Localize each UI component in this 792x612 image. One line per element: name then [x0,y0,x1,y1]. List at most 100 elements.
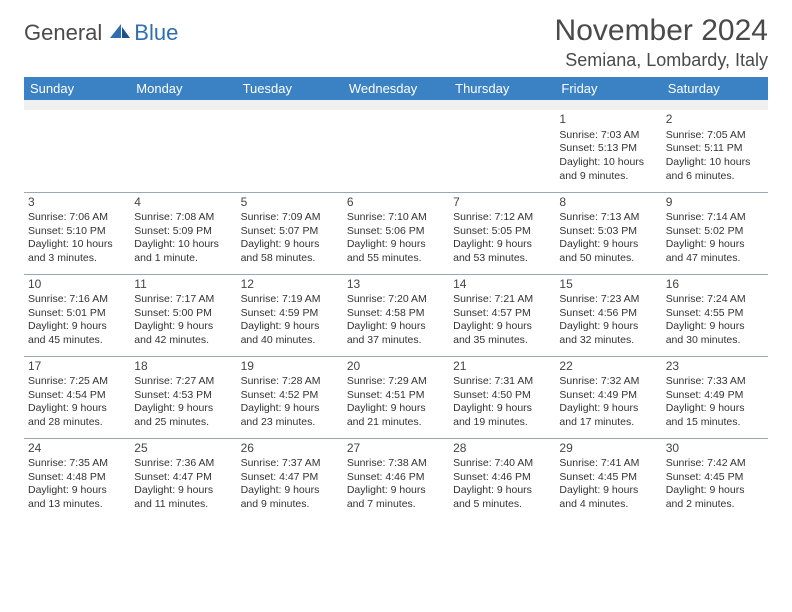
day-cell: 2Sunrise: 7:05 AMSunset: 5:11 PMDaylight… [662,110,768,192]
daylight-text: Daylight: 9 hours and 2 minutes. [666,484,764,511]
daylight-text: Daylight: 9 hours and 23 minutes. [241,402,339,429]
sunset-text: Sunset: 4:45 PM [559,471,657,485]
sunrise-text: Sunrise: 7:40 AM [453,457,551,471]
sunrise-text: Sunrise: 7:16 AM [28,293,126,307]
day-cell: 9Sunrise: 7:14 AMSunset: 5:02 PMDaylight… [662,192,768,274]
day-cell: 8Sunrise: 7:13 AMSunset: 5:03 PMDaylight… [555,192,661,274]
sunset-text: Sunset: 4:50 PM [453,389,551,403]
daylight-text: Daylight: 9 hours and 47 minutes. [666,238,764,265]
day-number: 29 [559,441,657,457]
daylight-text: Daylight: 9 hours and 50 minutes. [559,238,657,265]
sunrise-text: Sunrise: 7:24 AM [666,293,764,307]
location: Semiana, Lombardy, Italy [555,50,768,71]
day-cell: 30Sunrise: 7:42 AMSunset: 4:45 PMDayligh… [662,438,768,520]
calendar-table: Sunday Monday Tuesday Wednesday Thursday… [24,77,768,520]
daylight-text: Daylight: 9 hours and 53 minutes. [453,238,551,265]
daylight-text: Daylight: 9 hours and 9 minutes. [241,484,339,511]
day-cell: 27Sunrise: 7:38 AMSunset: 4:46 PMDayligh… [343,438,449,520]
day-header: Tuesday [237,77,343,100]
day-header: Friday [555,77,661,100]
daylight-text: Daylight: 9 hours and 37 minutes. [347,320,445,347]
daylight-text: Daylight: 9 hours and 13 minutes. [28,484,126,511]
day-cell: 20Sunrise: 7:29 AMSunset: 4:51 PMDayligh… [343,356,449,438]
day-number: 24 [28,441,126,457]
day-number: 6 [347,195,445,211]
daylight-text: Daylight: 9 hours and 5 minutes. [453,484,551,511]
sunset-text: Sunset: 4:53 PM [134,389,232,403]
sunset-text: Sunset: 4:54 PM [28,389,126,403]
sunrise-text: Sunrise: 7:12 AM [453,211,551,225]
day-cell: 25Sunrise: 7:36 AMSunset: 4:47 PMDayligh… [130,438,236,520]
week-row: 1Sunrise: 7:03 AMSunset: 5:13 PMDaylight… [24,110,768,192]
sunrise-text: Sunrise: 7:29 AM [347,375,445,389]
sunrise-text: Sunrise: 7:21 AM [453,293,551,307]
day-cell: 23Sunrise: 7:33 AMSunset: 4:49 PMDayligh… [662,356,768,438]
daylight-text: Daylight: 9 hours and 28 minutes. [28,402,126,429]
day-cell: 15Sunrise: 7:23 AMSunset: 4:56 PMDayligh… [555,274,661,356]
daylight-text: Daylight: 10 hours and 9 minutes. [559,156,657,183]
sunrise-text: Sunrise: 7:06 AM [28,211,126,225]
day-number: 13 [347,277,445,293]
day-number: 18 [134,359,232,375]
sunrise-text: Sunrise: 7:03 AM [559,129,657,143]
daylight-text: Daylight: 9 hours and 7 minutes. [347,484,445,511]
sunrise-text: Sunrise: 7:13 AM [559,211,657,225]
sunset-text: Sunset: 5:11 PM [666,142,764,156]
day-header: Monday [130,77,236,100]
sunset-text: Sunset: 4:45 PM [666,471,764,485]
day-number: 5 [241,195,339,211]
sunrise-text: Sunrise: 7:17 AM [134,293,232,307]
logo-sail-icon [108,21,132,46]
sunset-text: Sunset: 4:48 PM [28,471,126,485]
day-cell: 7Sunrise: 7:12 AMSunset: 5:05 PMDaylight… [449,192,555,274]
sunset-text: Sunset: 5:00 PM [134,307,232,321]
day-header: Sunday [24,77,130,100]
logo-text-blue: Blue [134,20,178,46]
sunset-text: Sunset: 4:52 PM [241,389,339,403]
sunset-text: Sunset: 5:13 PM [559,142,657,156]
sunset-text: Sunset: 4:47 PM [134,471,232,485]
week-row: 17Sunrise: 7:25 AMSunset: 4:54 PMDayligh… [24,356,768,438]
empty-cell [449,110,555,192]
sunrise-text: Sunrise: 7:38 AM [347,457,445,471]
day-header: Wednesday [343,77,449,100]
sunrise-text: Sunrise: 7:08 AM [134,211,232,225]
day-number: 22 [559,359,657,375]
sunset-text: Sunset: 5:02 PM [666,225,764,239]
sunrise-text: Sunrise: 7:28 AM [241,375,339,389]
day-number: 2 [666,112,764,128]
day-header-row: Sunday Monday Tuesday Wednesday Thursday… [24,77,768,100]
header: General Blue November 2024 Semiana, Lomb… [24,14,768,71]
day-number: 3 [28,195,126,211]
calendar-head: Sunday Monday Tuesday Wednesday Thursday… [24,77,768,100]
daylight-text: Daylight: 9 hours and 11 minutes. [134,484,232,511]
day-number: 28 [453,441,551,457]
day-cell: 16Sunrise: 7:24 AMSunset: 4:55 PMDayligh… [662,274,768,356]
day-number: 16 [666,277,764,293]
sunrise-text: Sunrise: 7:31 AM [453,375,551,389]
day-number: 30 [666,441,764,457]
daylight-text: Daylight: 9 hours and 35 minutes. [453,320,551,347]
day-cell: 18Sunrise: 7:27 AMSunset: 4:53 PMDayligh… [130,356,236,438]
daylight-text: Daylight: 9 hours and 42 minutes. [134,320,232,347]
calendar-body: 1Sunrise: 7:03 AMSunset: 5:13 PMDaylight… [24,100,768,520]
sunrise-text: Sunrise: 7:05 AM [666,129,764,143]
sunset-text: Sunset: 4:46 PM [347,471,445,485]
sunrise-text: Sunrise: 7:27 AM [134,375,232,389]
day-cell: 4Sunrise: 7:08 AMSunset: 5:09 PMDaylight… [130,192,236,274]
day-number: 25 [134,441,232,457]
logo: General Blue [24,20,178,46]
daylight-text: Daylight: 9 hours and 15 minutes. [666,402,764,429]
day-header: Thursday [449,77,555,100]
sunset-text: Sunset: 4:49 PM [666,389,764,403]
day-cell: 12Sunrise: 7:19 AMSunset: 4:59 PMDayligh… [237,274,343,356]
day-number: 27 [347,441,445,457]
day-number: 8 [559,195,657,211]
sunrise-text: Sunrise: 7:20 AM [347,293,445,307]
day-number: 10 [28,277,126,293]
sunrise-text: Sunrise: 7:33 AM [666,375,764,389]
calendar-page: General Blue November 2024 Semiana, Lomb… [0,0,792,538]
day-cell: 29Sunrise: 7:41 AMSunset: 4:45 PMDayligh… [555,438,661,520]
daylight-text: Daylight: 10 hours and 3 minutes. [28,238,126,265]
day-cell: 19Sunrise: 7:28 AMSunset: 4:52 PMDayligh… [237,356,343,438]
